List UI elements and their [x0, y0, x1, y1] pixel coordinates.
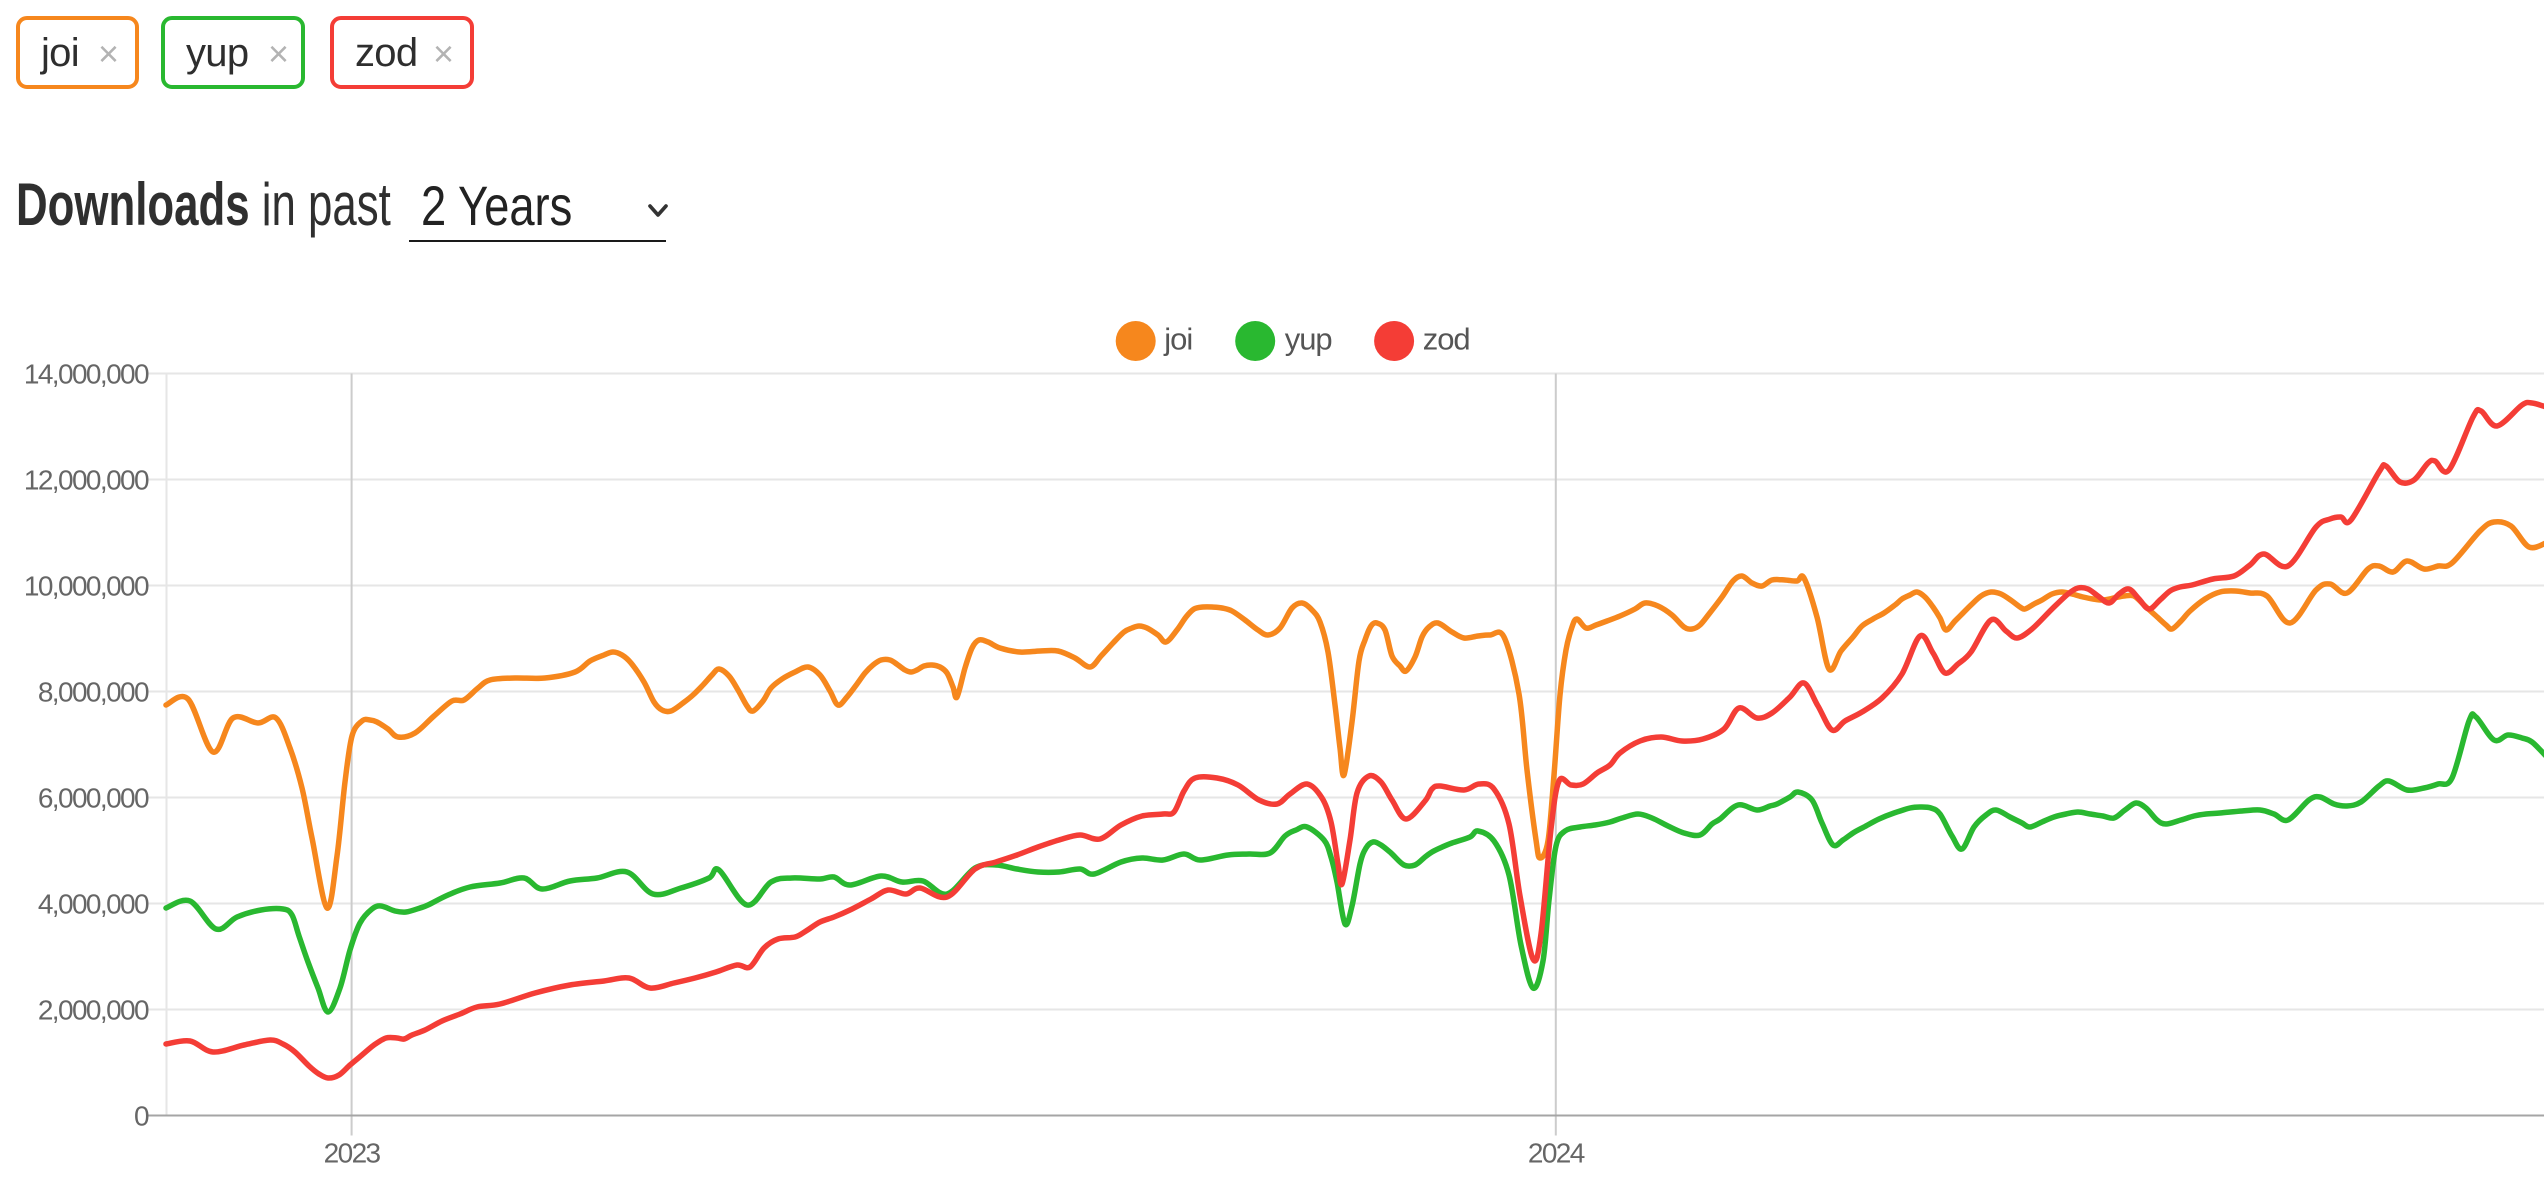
svg-text:0: 0 [134, 1100, 149, 1131]
svg-text:zod: zod [1423, 322, 1470, 357]
svg-text:14,000,000: 14,000,000 [24, 358, 149, 389]
svg-text:4,000,000: 4,000,000 [38, 888, 149, 919]
svg-text:joi: joi [1163, 322, 1192, 357]
svg-text:2,000,000: 2,000,000 [38, 994, 149, 1025]
svg-text:12,000,000: 12,000,000 [24, 464, 149, 495]
svg-text:10,000,000: 10,000,000 [24, 570, 149, 601]
svg-text:8,000,000: 8,000,000 [38, 676, 149, 707]
svg-text:yup: yup [1285, 322, 1332, 357]
svg-text:6,000,000: 6,000,000 [38, 782, 149, 813]
svg-text:2024: 2024 [1528, 1138, 1585, 1169]
svg-text:2023: 2023 [324, 1138, 381, 1169]
